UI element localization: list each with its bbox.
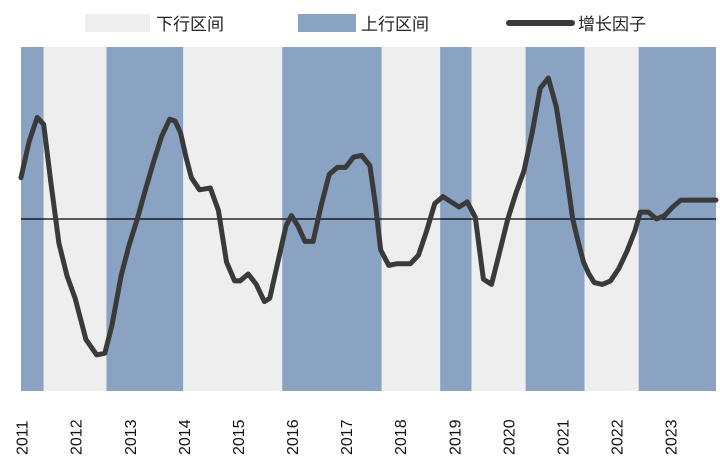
x-tick-label-2015: 2015 — [231, 419, 248, 455]
series-layer — [18, 75, 719, 358]
series-line-growth-factor — [18, 75, 719, 358]
x-tick-label-2021: 2021 — [555, 419, 572, 455]
x-tick-label-2022: 2022 — [610, 419, 627, 455]
x-tick-label-2013: 2013 — [123, 419, 140, 455]
x-tick-label-2018: 2018 — [393, 419, 410, 455]
legend-label-line: 增长因子 — [578, 15, 646, 35]
x-tick-label-2012: 2012 — [69, 419, 86, 455]
legend: 下行区间 上行区间 增长因子 — [85, 14, 646, 35]
legend-label-down-band: 下行区间 — [156, 15, 224, 35]
x-tick-labels: 2011 2012 2013 2014 2015 2016 2017 2018 2019 2020… — [15, 419, 681, 455]
x-tick-label-2011: 2011 — [15, 420, 32, 455]
x-tick-label-2014: 2014 — [177, 419, 194, 455]
x-tick-label-2016: 2016 — [285, 419, 302, 455]
legend-label-up-band: 上行区间 — [361, 15, 429, 35]
x-tick-label-2023: 2023 — [664, 419, 681, 455]
legend-swatch-down-band — [85, 14, 150, 32]
x-tick-label-2020: 2020 — [501, 419, 518, 455]
legend-swatch-up-band — [298, 14, 356, 32]
x-tick-label-2019: 2019 — [447, 419, 464, 455]
x-tick-label-2017: 2017 — [339, 419, 356, 455]
